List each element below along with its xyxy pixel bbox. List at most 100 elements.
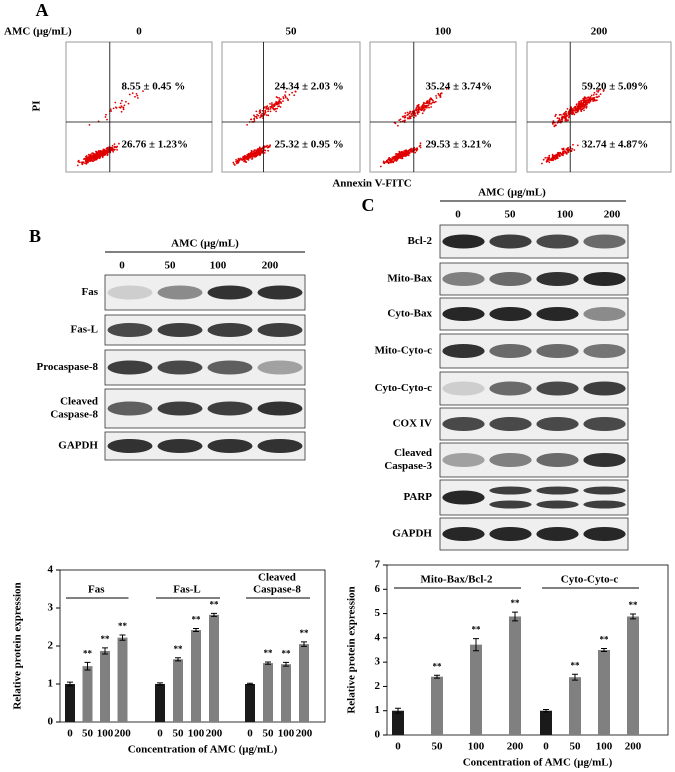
band xyxy=(442,272,485,286)
event-dot xyxy=(261,149,264,152)
x-tick-label: 100 xyxy=(596,741,613,753)
band xyxy=(257,360,303,375)
dose: 0 xyxy=(455,209,461,221)
bar xyxy=(263,663,273,722)
band xyxy=(583,344,626,358)
event-dot xyxy=(593,97,595,100)
plot-frame xyxy=(526,41,672,173)
event-dot xyxy=(411,114,414,117)
y-tick-label: 2 xyxy=(375,680,381,692)
event-dot xyxy=(382,161,385,164)
event-dot xyxy=(96,154,99,157)
event-dot xyxy=(427,104,429,107)
event-dot xyxy=(595,93,598,96)
event-dot xyxy=(544,157,547,159)
event-dot xyxy=(423,110,425,112)
error-bar xyxy=(283,661,289,667)
quadrant-value: 26.76 ± 1.23% xyxy=(121,139,188,151)
event-dot xyxy=(93,159,96,162)
event-dot xyxy=(103,149,106,152)
event-dot xyxy=(102,153,105,156)
event-dot xyxy=(100,152,103,155)
band xyxy=(207,285,253,300)
event-dot xyxy=(81,163,84,166)
x-tick-label: 100 xyxy=(278,728,295,740)
event-dot xyxy=(277,101,280,104)
band xyxy=(489,527,532,541)
event-dot xyxy=(572,108,574,110)
event-dot xyxy=(269,144,271,147)
event-dot xyxy=(110,148,113,151)
event-dot xyxy=(284,91,287,93)
band xyxy=(489,500,532,509)
group-label: Mito-Bax/Bcl-2 xyxy=(420,574,493,586)
event-dot xyxy=(408,115,411,117)
event-dot xyxy=(575,103,578,106)
row-label: Mito-Bax xyxy=(387,273,432,285)
event-dot xyxy=(83,157,86,160)
event-dot xyxy=(106,150,108,153)
event-dot xyxy=(106,118,108,121)
event-dot xyxy=(273,103,276,105)
x-axis-label: Concentration of AMC (μg/mL) xyxy=(463,757,613,769)
event-dot xyxy=(76,164,79,167)
event-dot xyxy=(120,105,123,107)
event-dot xyxy=(84,162,86,165)
event-dot xyxy=(564,150,566,153)
band xyxy=(157,401,203,416)
band xyxy=(107,401,153,416)
event-dot xyxy=(276,96,279,99)
event-dot xyxy=(585,97,587,100)
event-dot xyxy=(392,158,395,160)
event-dot xyxy=(280,101,282,104)
event-dot xyxy=(414,148,416,151)
band xyxy=(536,344,579,358)
error-bar xyxy=(102,647,108,655)
event-dot xyxy=(423,108,426,111)
y-tick-label: 3 xyxy=(48,602,54,614)
event-dot xyxy=(597,89,600,92)
error-bar xyxy=(247,682,253,686)
bar xyxy=(431,676,443,735)
event-dot xyxy=(577,102,580,104)
row-label: Mito-Cyto-c xyxy=(375,345,433,357)
event-dot xyxy=(241,158,244,161)
bar xyxy=(392,710,404,735)
event-dot xyxy=(253,149,256,152)
event-dot xyxy=(419,144,422,147)
band xyxy=(207,360,253,375)
bar xyxy=(627,616,639,735)
event-dot xyxy=(254,115,256,118)
event-dot xyxy=(579,102,582,105)
event-dot xyxy=(427,101,429,104)
row-label: GAPDH xyxy=(392,528,432,540)
event-dot xyxy=(251,158,253,160)
event-dot xyxy=(387,162,390,165)
bar xyxy=(100,650,110,722)
event-dot xyxy=(555,124,557,127)
x-tick-label: 0 xyxy=(543,741,549,753)
event-dot xyxy=(88,124,91,126)
significance: ** xyxy=(83,648,93,658)
event-dot xyxy=(416,113,419,115)
event-dot xyxy=(123,104,126,107)
event-dot xyxy=(410,149,413,152)
y-tick-label: 1 xyxy=(48,678,54,690)
event-dot xyxy=(249,154,252,157)
band xyxy=(207,323,253,337)
event-dot xyxy=(583,109,585,112)
event-dot xyxy=(414,151,417,154)
significance: ** xyxy=(472,625,482,635)
band xyxy=(107,360,153,375)
event-dot xyxy=(106,148,109,151)
band xyxy=(536,453,579,467)
x-tick-label: 100 xyxy=(468,741,485,753)
event-dot xyxy=(404,112,407,114)
event-dot xyxy=(567,149,570,151)
event-dot xyxy=(109,108,112,111)
event-dot xyxy=(246,154,249,156)
event-dot xyxy=(551,153,554,156)
event-dot xyxy=(593,91,596,94)
event-dot xyxy=(410,147,412,150)
event-dot xyxy=(566,148,568,151)
